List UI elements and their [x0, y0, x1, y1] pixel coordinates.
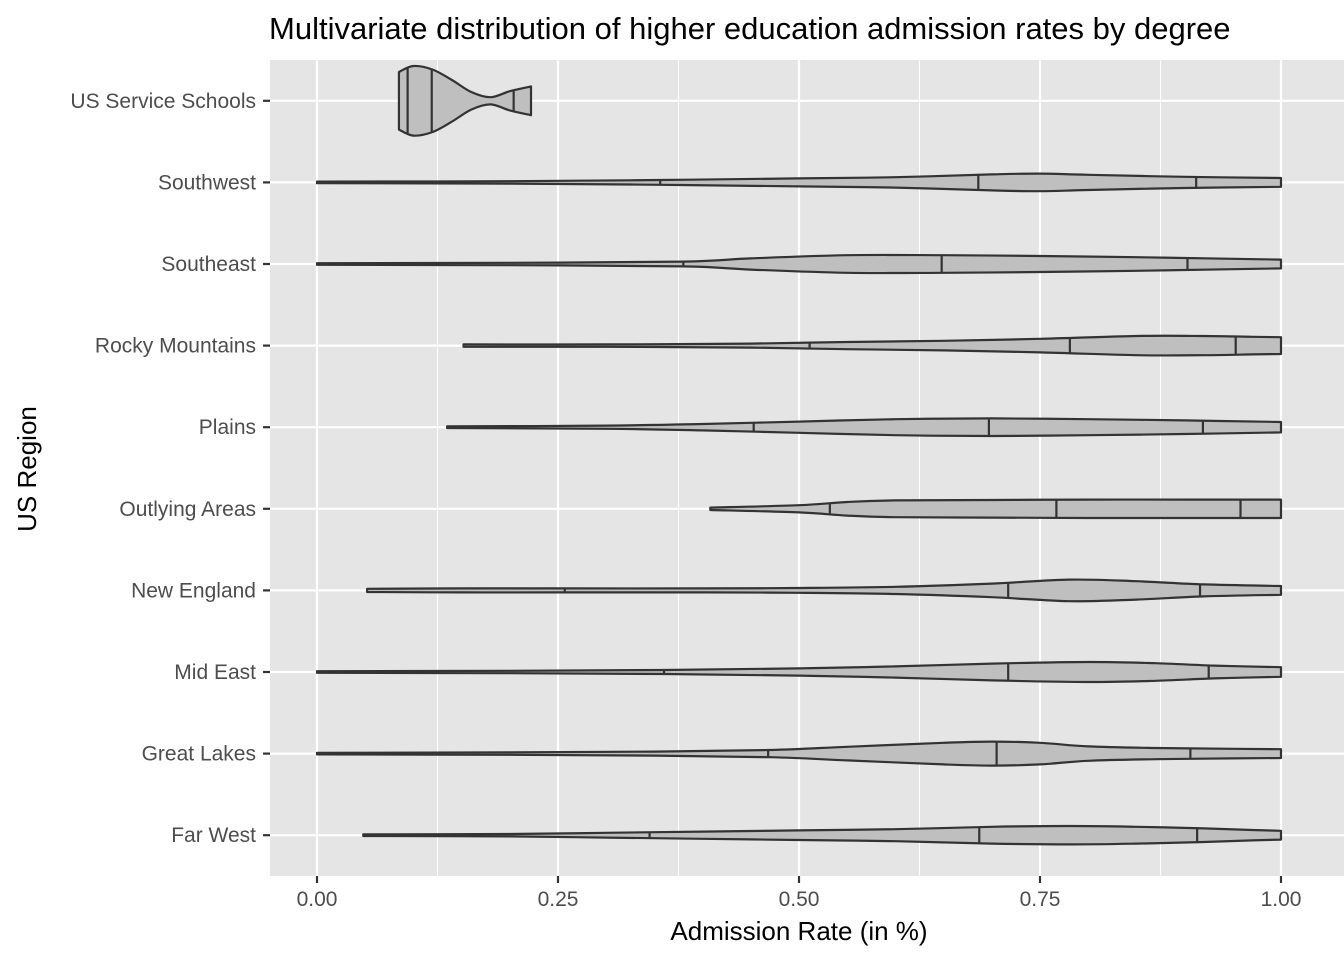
minor-gridlines: [436, 60, 1162, 876]
violin-great-lakes: [315, 740, 1283, 767]
violin-shape: [366, 578, 1283, 603]
y-tick-label: Plains: [199, 416, 256, 439]
violin-shape: [462, 334, 1283, 357]
violins-layer: [315, 64, 1283, 846]
x-axis-title: Admission Rate (in %): [670, 916, 927, 946]
violin-plains: [446, 417, 1283, 438]
x-tick-label: 0.50: [779, 888, 820, 911]
x-tick-label: 0.75: [1020, 888, 1061, 911]
plot-panel: [270, 60, 1344, 876]
violin-mid-east: [315, 660, 1283, 684]
y-tick-label: Great Lakes: [142, 743, 256, 766]
x-axis: 0.00 0.25 0.50 0.75 1.00: [297, 876, 1302, 911]
y-tick-label: Southeast: [161, 253, 256, 276]
x-tick-label: 1.00: [1261, 888, 1302, 911]
y-tick-label: Far West: [171, 824, 256, 847]
violin-us-service-schools: [397, 64, 533, 137]
y-tick-label: Mid East: [174, 661, 256, 684]
y-axis-title: US Region: [12, 406, 42, 532]
chart-title: Multivariate distribution of higher educ…: [269, 11, 1231, 46]
violin-shape: [709, 498, 1283, 520]
violin-southeast: [315, 253, 1283, 275]
x-tick-label: 0.00: [297, 888, 338, 911]
violin-outlying-areas: [709, 498, 1283, 520]
y-tick-label: New England: [131, 579, 256, 602]
violin-far-west: [362, 824, 1283, 846]
violin-shape: [315, 172, 1283, 193]
violin-shape: [315, 660, 1283, 684]
y-tick-label: Outlying Areas: [119, 498, 256, 521]
violin-rocky-mountains: [462, 334, 1283, 357]
violin-shape: [362, 824, 1283, 846]
y-tick-label: Southwest: [158, 171, 256, 194]
y-axis: Far West Great Lakes Mid East New England Ou…: [70, 90, 270, 847]
y-tick-label: Rocky Mountains: [95, 335, 256, 358]
violin-new-england: [366, 578, 1283, 603]
violin-shape: [315, 253, 1283, 275]
y-tick-label: US Service Schools: [70, 90, 256, 113]
violin-shape: [315, 740, 1283, 767]
violin-southwest: [315, 172, 1283, 193]
x-tick-label: 0.25: [538, 888, 579, 911]
